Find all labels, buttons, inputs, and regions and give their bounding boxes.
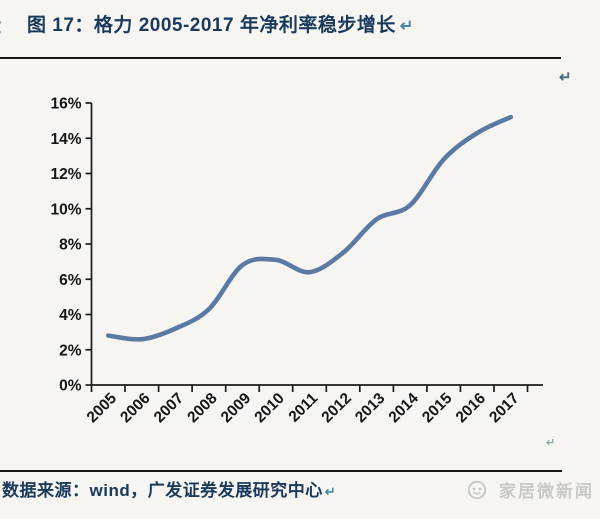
x-tick-label: 2012 [318,390,354,426]
source-row: 数据来源：wind，广发证券发展研究中心 ↵ [2,476,336,501]
paragraph-return-icon: ↵ [559,69,572,86]
top-divider [0,57,561,59]
x-tick-label: 2016 [453,390,490,427]
x-tick-label: 2015 [419,390,456,427]
watermark-logo-icon [467,480,487,500]
y-tick-label: 14% [50,131,81,148]
bottom-divider [0,470,562,472]
x-tick-label: 2006 [117,390,154,427]
data-source-text: 数据来源：wind，广发证券发展研究中心 [2,481,323,500]
paragraph-return-icon: ↵ [546,437,556,449]
y-tick-label: 2% [59,342,82,359]
x-tick-label: 2005 [84,390,121,427]
x-tick-label: 2013 [352,390,389,427]
y-tick-label: 12% [50,166,81,183]
watermark-text: 家居微新闻 [499,482,594,501]
y-tick-label: 8% [59,237,82,254]
y-tick-label: 10% [50,201,81,218]
x-tick-label: 2011 [286,390,322,426]
edge-text-fragment: ： [0,12,13,39]
paragraph-return-icon: ↵ [324,484,336,499]
x-tick-label: 2008 [184,390,221,427]
x-tick-label: 2010 [251,390,287,426]
x-tick-label: 2007 [151,390,187,426]
figure-title-row: 图 17：格力 2005-2017 年净利率稳步增长 ↵ [27,10,413,37]
axis-labels: 0%2%4%6%8%10%12%14%16%200520062007200820… [50,96,522,427]
y-tick-label: 4% [59,307,82,324]
y-tick-label: 6% [59,272,82,289]
paragraph-return-icon: ↵ [399,18,414,35]
x-tick-label: 2014 [386,390,423,427]
y-tick-label: 16% [50,96,81,113]
series-line-net-margin [106,114,514,342]
figure-title: 图 17：格力 2005-2017 年净利率稳步增长 [27,15,396,36]
axes [85,102,543,392]
watermark: 家居微新闻 [467,477,594,502]
x-tick-label: 2017 [486,390,522,426]
y-tick-label: 0% [59,378,82,395]
x-tick-label: 2009 [218,390,255,427]
